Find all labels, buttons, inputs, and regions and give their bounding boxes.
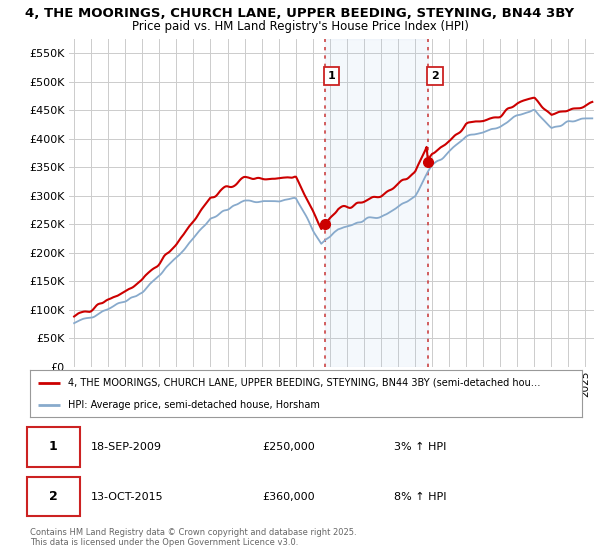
- Text: Price paid vs. HM Land Registry's House Price Index (HPI): Price paid vs. HM Land Registry's House …: [131, 20, 469, 32]
- Text: HPI: Average price, semi-detached house, Horsham: HPI: Average price, semi-detached house,…: [68, 400, 319, 410]
- Text: 3% ↑ HPI: 3% ↑ HPI: [394, 442, 446, 452]
- Text: £360,000: £360,000: [262, 492, 314, 502]
- Bar: [325, 39, 428, 367]
- Text: £250,000: £250,000: [262, 442, 314, 452]
- Text: 18-SEP-2009: 18-SEP-2009: [91, 442, 162, 452]
- Text: 4, THE MOORINGS, CHURCH LANE, UPPER BEEDING, STEYNING, BN44 3BY (semi-detached h: 4, THE MOORINGS, CHURCH LANE, UPPER BEED…: [68, 378, 540, 388]
- Text: 1: 1: [49, 440, 58, 454]
- Text: 8% ↑ HPI: 8% ↑ HPI: [394, 492, 447, 502]
- Text: 2: 2: [49, 490, 58, 503]
- Text: 2: 2: [431, 71, 439, 81]
- Text: 1: 1: [328, 71, 335, 81]
- Text: Contains HM Land Registry data © Crown copyright and database right 2025.
This d: Contains HM Land Registry data © Crown c…: [30, 528, 356, 547]
- FancyBboxPatch shape: [27, 427, 80, 466]
- Text: 13-OCT-2015: 13-OCT-2015: [91, 492, 163, 502]
- Text: 4, THE MOORINGS, CHURCH LANE, UPPER BEEDING, STEYNING, BN44 3BY: 4, THE MOORINGS, CHURCH LANE, UPPER BEED…: [25, 7, 575, 20]
- FancyBboxPatch shape: [27, 477, 80, 516]
